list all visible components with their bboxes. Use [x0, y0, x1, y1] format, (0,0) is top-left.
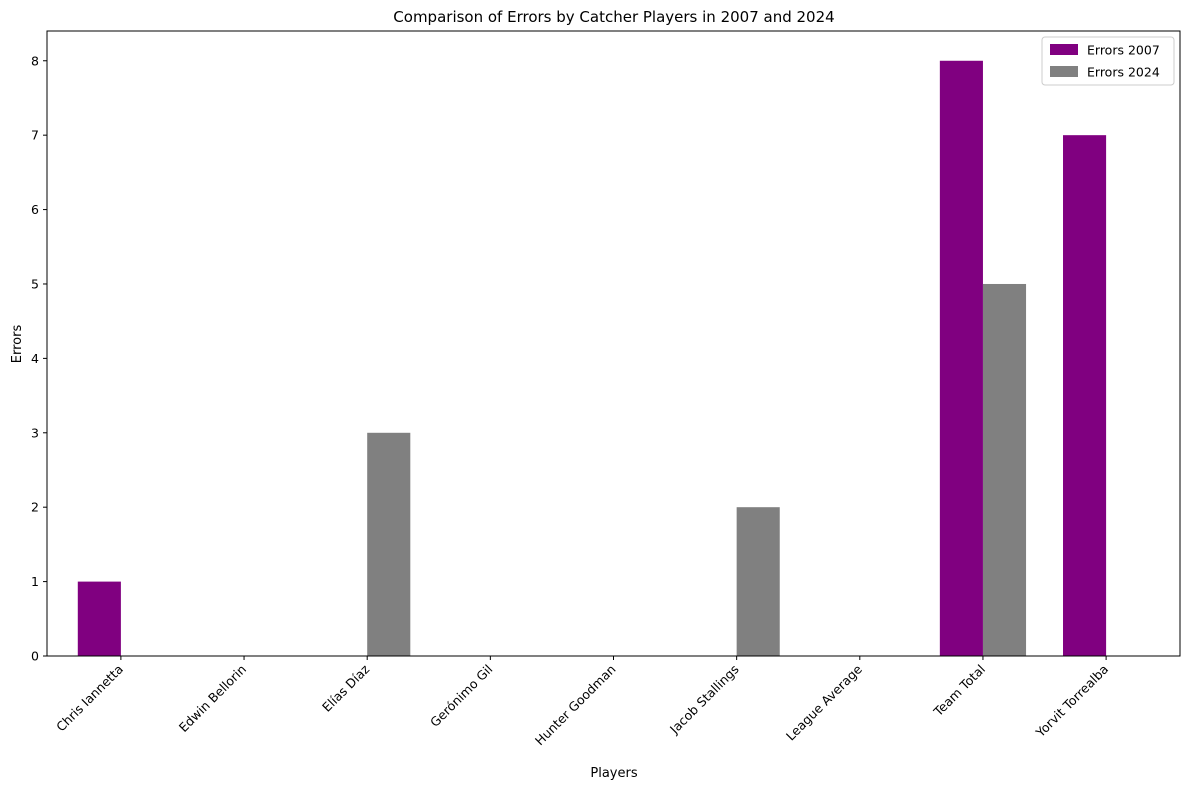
- y-tick-label: 4: [31, 351, 39, 366]
- x-tick-label: Edwin Bellorin: [176, 662, 249, 735]
- legend: Errors 2007 Errors 2024: [1041, 36, 1175, 86]
- bar-2024-7: [982, 283, 1027, 656]
- bar-2007-7: [939, 60, 983, 656]
- y-tick-label: 1: [31, 574, 39, 589]
- x-tick-label: Hunter Goodman: [532, 662, 619, 749]
- y-tick-label: 5: [31, 276, 39, 291]
- legend-label-2007: Errors 2007: [1087, 43, 1160, 58]
- y-tick-label: 7: [31, 128, 39, 143]
- y-tick-label: 8: [31, 53, 39, 68]
- x-tick-label: Chris Iannetta: [53, 662, 126, 735]
- bar-2007-0: [77, 581, 121, 656]
- legend-swatch-2007: [1050, 44, 1078, 55]
- x-axis-label: Players: [590, 766, 637, 781]
- y-tick-label: 3: [31, 425, 39, 440]
- plot-area: 0 1 2 3 4 5 6 7 8 Chris Iannetta Edwin Bellorin Elí…: [31, 30, 1181, 749]
- bar-2024-5: [736, 507, 780, 656]
- legend-swatch-2024: [1050, 66, 1078, 77]
- x-tick-label: Jacob Stallings: [666, 662, 742, 738]
- x-tick-label: League Average: [783, 661, 865, 743]
- bar-2007-8: [1063, 135, 1107, 657]
- chart-title: Comparison of Errors by Catcher Players …: [393, 8, 834, 26]
- y-axis-label: Errors: [10, 325, 25, 364]
- y-tick-label: 0: [31, 649, 39, 664]
- x-tick-label: Elías Díaz: [319, 661, 373, 715]
- y-tick-label: 6: [31, 202, 39, 217]
- x-tick-label: Yorvit Torrealba: [1032, 662, 1111, 741]
- legend-label-2024: Errors 2024: [1087, 65, 1160, 80]
- x-tick-label: Team Total: [930, 662, 988, 720]
- y-tick-label: 2: [31, 500, 39, 515]
- x-tick-label: Gerónimo Gil: [427, 662, 495, 730]
- bar-2024-2: [367, 432, 411, 656]
